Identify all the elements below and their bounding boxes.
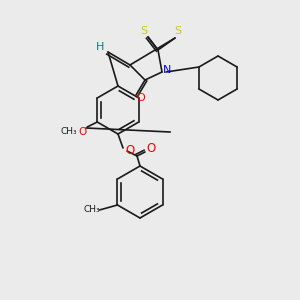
Text: CH₃: CH₃ [61, 128, 77, 136]
Text: O: O [146, 142, 156, 155]
Text: H: H [96, 42, 104, 52]
Text: O: O [78, 127, 86, 137]
Text: O: O [125, 143, 135, 157]
Text: S: S [140, 26, 148, 36]
Text: S: S [174, 26, 182, 36]
Text: CH₃: CH₃ [83, 206, 100, 214]
Text: O: O [136, 93, 146, 103]
Text: N: N [163, 65, 171, 75]
